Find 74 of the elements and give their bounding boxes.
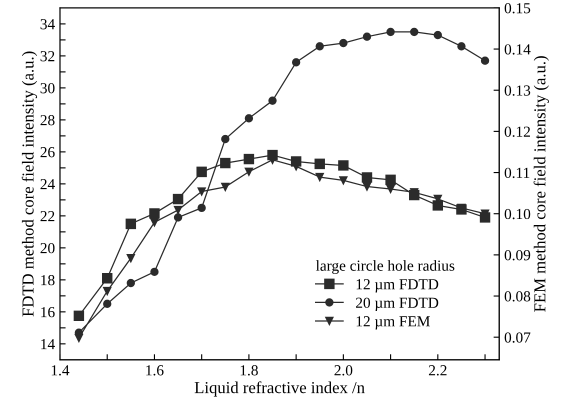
point — [221, 182, 230, 192]
point — [338, 160, 349, 171]
point — [314, 158, 325, 170]
y2-axis-title: FEM method core field intensity (a.u.) — [534, 56, 549, 312]
point — [103, 286, 112, 296]
legend-label: 12 µm FEM — [356, 316, 430, 330]
y-tick-label: 32 — [40, 51, 54, 62]
y-tick-label: 28 — [40, 115, 55, 126]
point — [150, 218, 159, 227]
point — [126, 254, 136, 262]
y2-tick-label: 0.15 — [504, 3, 530, 14]
point — [198, 187, 206, 196]
point — [410, 28, 418, 36]
point — [386, 184, 395, 194]
y2-tick-label: 0.13 — [504, 85, 530, 96]
point — [434, 30, 442, 40]
x-axis-title: Liquid refractive index /n — [194, 381, 365, 397]
x-tick-label: 2.0 — [334, 365, 352, 376]
point — [316, 42, 324, 50]
point — [103, 300, 112, 308]
point — [244, 114, 254, 122]
point — [198, 204, 206, 212]
point — [244, 168, 254, 176]
point — [292, 58, 300, 66]
point — [362, 172, 372, 183]
point — [221, 134, 230, 144]
point — [126, 278, 136, 288]
point — [220, 158, 230, 168]
y-tick-label: 18 — [41, 274, 55, 286]
point — [126, 218, 136, 230]
point — [339, 38, 348, 48]
y-tick-label: 30 — [40, 83, 55, 94]
point — [172, 194, 184, 204]
y-axis-title: FDTD method core field intensity (a.u.) — [22, 52, 38, 316]
point — [316, 172, 324, 182]
x-tick-label: 1.6 — [146, 365, 164, 376]
point — [74, 334, 84, 342]
y-tick-label: 20 — [40, 243, 55, 254]
point — [362, 32, 372, 41]
point — [268, 96, 277, 105]
y2-tick-label: 0.12 — [504, 126, 530, 137]
y-tick-label: 16 — [41, 307, 55, 318]
y2-tick-label: 0.08 — [504, 291, 530, 302]
point — [74, 310, 84, 322]
y2-tick-label: 0.10 — [504, 208, 530, 220]
y-tick-label: 24 — [40, 179, 55, 190]
y2-tick-label: 0.07 — [504, 332, 530, 343]
y2-tick-label: 0.11 — [504, 168, 530, 178]
point — [457, 42, 466, 50]
y-tick-label: 14 — [41, 339, 55, 350]
point — [362, 182, 372, 191]
x-tick-label: 1.4 — [52, 365, 70, 376]
point — [432, 200, 444, 211]
point — [385, 174, 396, 186]
point — [174, 213, 182, 222]
point — [150, 268, 159, 276]
point — [480, 56, 490, 65]
y2-tick-label: 0.14 — [504, 44, 531, 55]
legend-label: 20 µm FDTD — [356, 298, 438, 312]
legend-title: large circle hole radius — [316, 260, 454, 274]
point — [102, 273, 112, 284]
y-tick-label: 26 — [40, 147, 55, 158]
point — [244, 154, 254, 164]
point — [196, 166, 207, 178]
x-tick-label: 2.2 — [428, 365, 447, 376]
y2-tick-label: 0.09 — [504, 250, 530, 260]
point — [386, 28, 395, 36]
legend-label: 12 µm FDTD — [356, 279, 438, 292]
point — [339, 176, 348, 185]
point — [174, 206, 182, 214]
x-tick-label: 1.8 — [240, 365, 258, 376]
point — [149, 208, 160, 219]
y-tick-label: 34 — [40, 19, 55, 30]
y-tick-label: 22 — [40, 211, 54, 222]
